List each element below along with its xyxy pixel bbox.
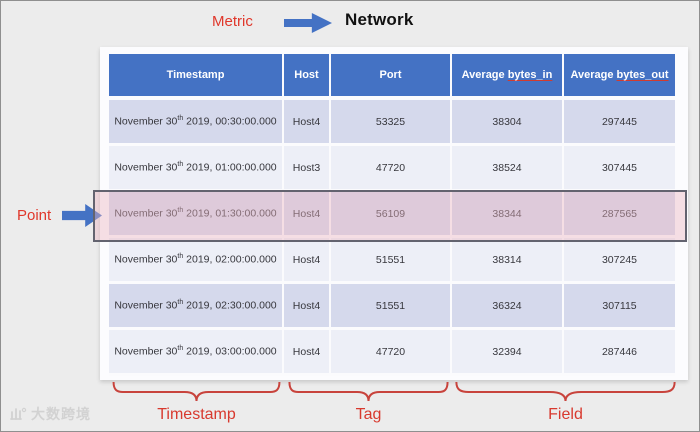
cell-host: Host4 xyxy=(284,284,331,330)
cell-avg-bytes-out: 287446 xyxy=(564,330,675,376)
ordinal-suffix: th xyxy=(177,299,184,307)
timestamp-date: November 30 xyxy=(114,207,178,220)
timestamp-date: November 30 xyxy=(114,115,178,128)
ordinal-suffix: th xyxy=(177,345,184,353)
table-row: November 30th 2019, 02:30:00.000 Host4 5… xyxy=(109,284,675,330)
table-header-row: Timestamp Host Port Average bytes_in Ave… xyxy=(109,54,675,100)
cell-timestamp: November 30th 2019, 02:00:00.000 xyxy=(109,238,284,284)
cell-host: Host4 xyxy=(284,192,331,238)
timestamp-date: November 30 xyxy=(114,299,178,312)
cell-port: 53325 xyxy=(331,100,452,146)
timestamp-date: November 30 xyxy=(114,161,178,174)
cell-port: 47720 xyxy=(331,330,452,376)
point-label: Point xyxy=(17,207,52,224)
header-label: Average xyxy=(570,69,617,81)
header-label: Host xyxy=(294,69,319,81)
header-label: Timestamp xyxy=(166,69,225,81)
timestamp-date: November 30 xyxy=(114,345,178,358)
cell-port: 51551 xyxy=(331,284,452,330)
timestamp-time: 2019, 02:30:00.000 xyxy=(183,299,277,312)
watermark-logo-icon xyxy=(10,407,27,420)
metric-arrow-icon xyxy=(284,13,332,33)
column-header-avg-bytes-out: Average bytes_out xyxy=(564,54,675,100)
cell-timestamp: November 30th 2019, 03:00:00.000 xyxy=(109,330,284,376)
cell-avg-bytes-out: 307115 xyxy=(564,284,675,330)
timestamp-time: 2019, 02:00:00.000 xyxy=(183,253,277,266)
cell-avg-bytes-in: 38524 xyxy=(452,146,564,192)
cell-avg-bytes-out: 297445 xyxy=(564,100,675,146)
cell-avg-bytes-in: 32394 xyxy=(452,330,564,376)
metric-value: Network xyxy=(345,10,414,29)
timestamp-date: November 30 xyxy=(114,253,178,266)
cell-avg-bytes-in: 36324 xyxy=(452,284,564,330)
timestamp-time: 2019, 00:30:00.000 xyxy=(183,115,277,128)
watermark: 大数跨境 xyxy=(9,404,91,424)
table-row-highlighted: November 30th 2019, 01:30:00.000 Host4 5… xyxy=(109,192,675,238)
column-header-port: Port xyxy=(331,54,452,100)
cell-avg-bytes-out: 307445 xyxy=(564,146,675,192)
legend-timestamp-label: Timestamp xyxy=(157,406,236,423)
cell-host: Host4 xyxy=(284,238,331,284)
cell-host: Host4 xyxy=(284,330,331,376)
header-label: Port xyxy=(379,69,402,81)
column-header-timestamp: Timestamp xyxy=(109,54,284,100)
cell-avg-bytes-in: 38344 xyxy=(452,192,564,238)
table-row: November 30th 2019, 02:00:00.000 Host4 5… xyxy=(109,238,675,284)
cell-timestamp: November 30th 2019, 02:30:00.000 xyxy=(109,284,284,330)
table-row: November 30th 2019, 00:30:00.000 Host4 5… xyxy=(109,100,675,146)
header-underlined-word: bytes_out xyxy=(616,69,669,81)
ordinal-suffix: th xyxy=(177,115,184,123)
cell-avg-bytes-in: 38314 xyxy=(452,238,564,284)
timestamp-time: 2019, 03:00:00.000 xyxy=(183,345,277,358)
cell-avg-bytes-out: 287565 xyxy=(564,192,675,238)
header-underlined-word: bytes_in xyxy=(507,69,553,81)
header-label: Average xyxy=(461,69,508,81)
table-row: November 30th 2019, 01:00:00.000 Host3 4… xyxy=(109,146,675,192)
cell-port: 56109 xyxy=(331,192,452,238)
column-header-avg-bytes-in: Average bytes_in xyxy=(452,54,564,100)
cell-port: 51551 xyxy=(331,238,452,284)
cell-timestamp: November 30th 2019, 00:30:00.000 xyxy=(109,100,284,146)
data-table: Timestamp Host Port Average bytes_in Ave… xyxy=(109,54,675,376)
cell-avg-bytes-out: 307245 xyxy=(564,238,675,284)
cell-host: Host4 xyxy=(284,100,331,146)
cell-timestamp: November 30th 2019, 01:00:00.000 xyxy=(109,146,284,192)
point-highlight-box xyxy=(93,190,687,242)
ordinal-suffix: th xyxy=(177,207,184,215)
field-brace-icon xyxy=(453,381,678,403)
legend-field-label: Field xyxy=(548,406,583,423)
ordinal-suffix: th xyxy=(177,253,184,261)
cell-host: Host3 xyxy=(284,146,331,192)
tag-brace-icon xyxy=(287,381,450,403)
timestamp-time: 2019, 01:00:00.000 xyxy=(183,161,277,174)
legend-tag-label: Tag xyxy=(355,406,382,423)
timestamp-time: 2019, 01:30:00.000 xyxy=(183,207,277,220)
cell-port: 47720 xyxy=(331,146,452,192)
cell-avg-bytes-in: 38304 xyxy=(452,100,564,146)
timestamp-brace-icon xyxy=(111,381,282,403)
metric-label: Metric xyxy=(212,13,253,30)
watermark-text: 大数跨境 xyxy=(31,406,91,422)
ordinal-suffix: th xyxy=(177,161,184,169)
table-row: November 30th 2019, 03:00:00.000 Host4 4… xyxy=(109,330,675,376)
cell-timestamp: November 30th 2019, 01:30:00.000 xyxy=(109,192,284,238)
column-header-host: Host xyxy=(284,54,331,100)
